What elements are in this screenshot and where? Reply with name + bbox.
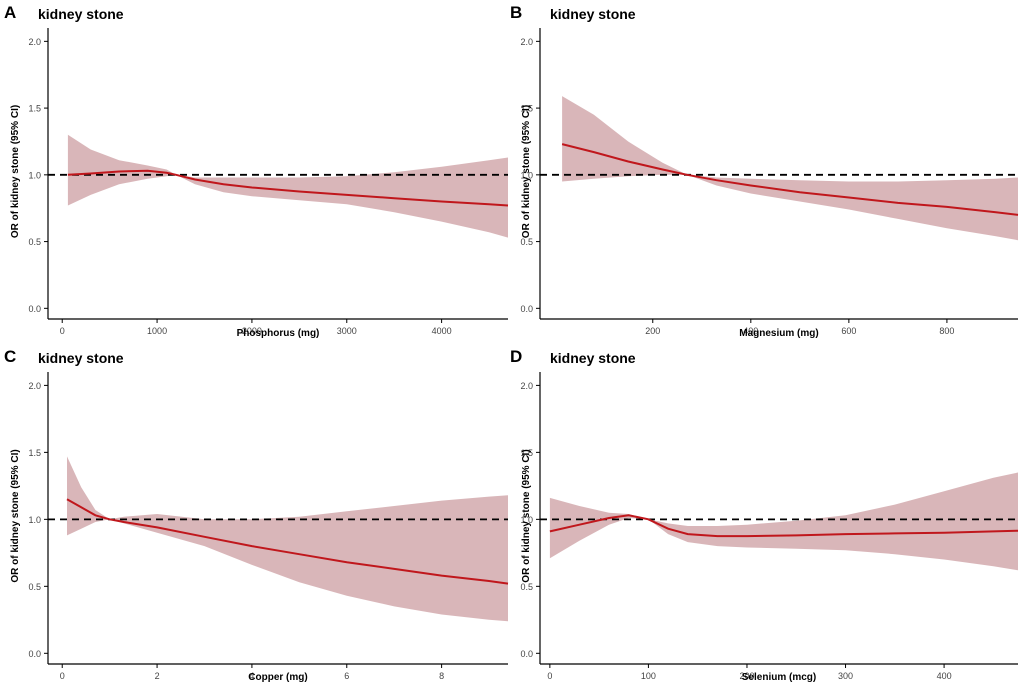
y-tick-label: 0.5 bbox=[520, 582, 533, 592]
x-tick-label: 0 bbox=[60, 326, 65, 336]
panel-title: kidney stone bbox=[38, 6, 124, 22]
x-tick-label: 300 bbox=[838, 671, 853, 681]
panel-d: 0.0 0.5 1.0 1.5 2.0 0 100 200 300 400 D kidney ston… bbox=[510, 347, 1019, 683]
or-line bbox=[549, 514, 1019, 538]
y-axis-label: OR of kidney stone (95% CI) bbox=[521, 105, 532, 238]
panel-title: kidney stone bbox=[38, 350, 124, 366]
panel-title: kidney stone bbox=[550, 6, 636, 22]
panel-letter: D bbox=[510, 347, 522, 366]
y-tick-label: 1.5 bbox=[520, 104, 533, 114]
y-tick-label: 0.0 bbox=[520, 304, 533, 314]
confidence-band bbox=[67, 134, 509, 238]
y-tick-label: 0.5 bbox=[28, 237, 41, 247]
x-tick-label: 200 bbox=[645, 326, 660, 336]
x-tick-label: 100 bbox=[641, 671, 656, 681]
panel-c: 0.0 0.5 1.0 1.5 2.0 0 2 4 6 8 C kidney stone Copper … bbox=[4, 347, 509, 683]
panel-letter: C bbox=[4, 347, 16, 366]
x-tick-label: 400 bbox=[937, 671, 952, 681]
panel-a: 0.0 0.5 1.0 1.5 2.0 0 1000 2000 3000 4000 A kidney … bbox=[4, 3, 509, 339]
y-axis-label: OR of kidney stone (95% CI) bbox=[10, 105, 21, 238]
y-tick-label: 0.0 bbox=[28, 649, 41, 659]
x-tick-label: 8 bbox=[439, 671, 444, 681]
y-tick-label: 2.0 bbox=[28, 381, 41, 391]
y-tick-label: 1.0 bbox=[28, 170, 41, 180]
or-line bbox=[66, 498, 509, 585]
x-axis-label: Copper (mg) bbox=[248, 672, 307, 683]
y-tick-label: 1.5 bbox=[28, 448, 41, 458]
x-axis-label: Phosphorus (mg) bbox=[237, 328, 320, 339]
x-tick-label: 600 bbox=[841, 326, 856, 336]
confidence-band bbox=[67, 456, 508, 622]
x-tick-label: 2000 bbox=[242, 326, 262, 336]
x-tick-label: 4 bbox=[249, 671, 254, 681]
y-tick-label: 2.0 bbox=[520, 37, 533, 47]
y-tick-label: 2.0 bbox=[520, 381, 533, 391]
x-tick-label: 1000 bbox=[147, 326, 167, 336]
or-line bbox=[561, 143, 1019, 216]
panel-letter: B bbox=[510, 3, 522, 22]
y-tick-label: 1.5 bbox=[28, 104, 41, 114]
x-axis-label: Magnesium (mg) bbox=[739, 328, 818, 339]
panel-title: kidney stone bbox=[550, 350, 636, 366]
y-tick-label: 0.0 bbox=[28, 304, 41, 314]
y-tick-label: 2.0 bbox=[28, 37, 41, 47]
confidence-band bbox=[562, 96, 1018, 241]
x-tick-label: 4000 bbox=[432, 326, 452, 336]
x-tick-label: 200 bbox=[739, 671, 754, 681]
y-tick-label: 1.5 bbox=[520, 448, 533, 458]
y-axis-label: OR of kidney stone (95% CI) bbox=[521, 449, 532, 582]
x-tick-label: 400 bbox=[743, 326, 758, 336]
panel-b: 0.0 0.5 1.0 1.5 2.0 200 400 600 800 B kidney stone… bbox=[510, 3, 1019, 339]
y-tick-label: 1.0 bbox=[520, 515, 533, 525]
x-tick-label: 3000 bbox=[337, 326, 357, 336]
y-tick-label: 0.5 bbox=[28, 582, 41, 592]
y-tick-label: 1.0 bbox=[28, 515, 41, 525]
x-axis-label: Selenium (mcg) bbox=[742, 672, 816, 683]
confidence-band bbox=[549, 472, 1018, 571]
y-tick-label: 0.5 bbox=[520, 237, 533, 247]
y-tick-label: 1.0 bbox=[520, 170, 533, 180]
x-tick-label: 0 bbox=[547, 671, 552, 681]
x-tick-label: 6 bbox=[344, 671, 349, 681]
y-tick-label: 0.0 bbox=[520, 649, 533, 659]
x-tick-label: 0 bbox=[60, 671, 65, 681]
y-axis-label: OR of kidney stone (95% CI) bbox=[10, 449, 21, 582]
or-line bbox=[67, 169, 509, 207]
x-tick-label: 800 bbox=[939, 326, 954, 336]
panel-letter: A bbox=[4, 3, 16, 22]
x-tick-label: 2 bbox=[155, 671, 160, 681]
